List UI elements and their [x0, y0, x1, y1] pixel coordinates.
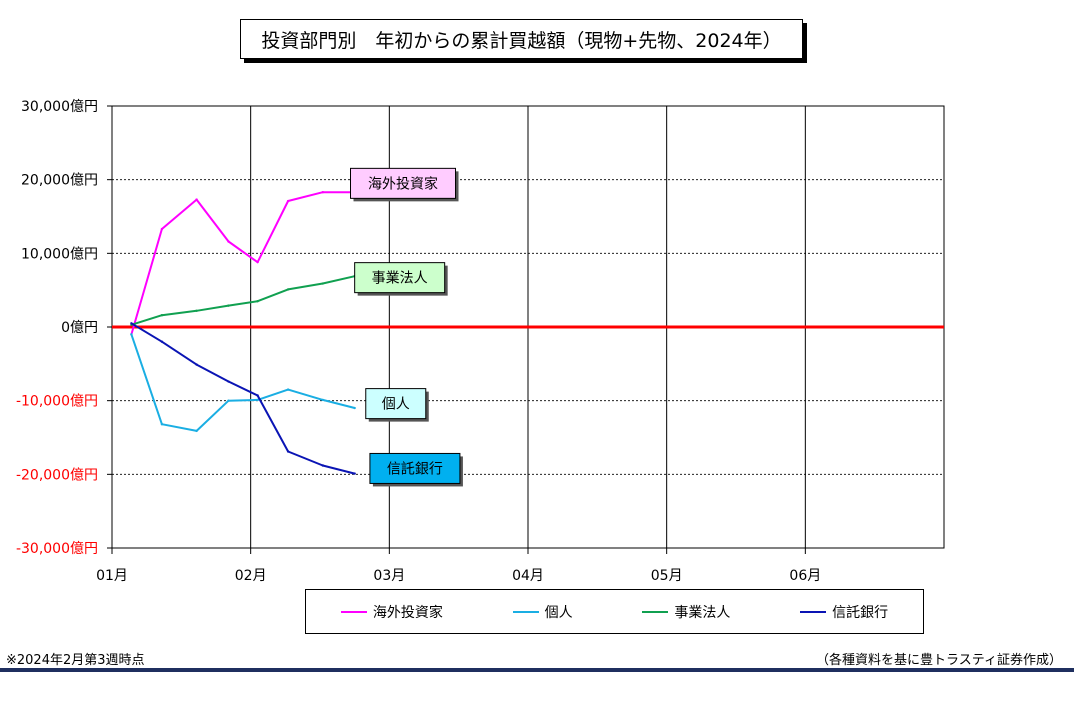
- axis-layer: 30,000億円 20,000億円 10,000億円 0億円 -10,000億円 -20,…: [16, 99, 821, 584]
- data-point: [227, 380, 230, 383]
- series-line-0: [130, 191, 355, 335]
- legend-item-2: 事業法人: [642, 602, 730, 622]
- data-point: [160, 314, 164, 317]
- callout-box: [350, 167, 457, 199]
- data-point: [227, 240, 230, 243]
- legend-label: 海外投資家: [372, 604, 443, 621]
- legend-swatch: [340, 610, 367, 613]
- series-layer: [130, 190, 356, 475]
- callout-label: 信託銀行: [387, 461, 443, 477]
- series-callout-2: 事業法人: [354, 262, 448, 296]
- data-point: [227, 399, 230, 402]
- legend-label: 事業法人: [674, 604, 731, 621]
- data-point: [256, 260, 259, 264]
- footnote: ※2024年2月第3週時点: [6, 653, 145, 668]
- data-point: [130, 333, 133, 336]
- legend-item-1: 個人: [512, 602, 573, 622]
- y-tick-label: -10,000億円: [16, 394, 98, 410]
- legend-swatch: [512, 610, 539, 613]
- legend-swatch: [800, 610, 827, 613]
- data-point: [353, 472, 356, 475]
- data-point: [353, 406, 356, 410]
- legend-label: 個人: [544, 604, 573, 621]
- data-point: [321, 464, 324, 467]
- data-point: [321, 398, 324, 402]
- chart-title: 投資部門別 年初からの累計買越額（現物+先物、2024年）: [240, 19, 803, 59]
- data-point: [195, 363, 198, 366]
- series-callout-0: 海外投資家: [350, 167, 459, 202]
- y-tick-label: -30,000億円: [16, 541, 98, 557]
- x-tick-label: 02月: [235, 568, 267, 584]
- x-tick-label: 01月: [96, 568, 128, 584]
- series-line-2: [131, 275, 355, 326]
- data-point: [227, 304, 230, 307]
- legend-label: 信託銀行: [832, 604, 889, 621]
- data-point: [195, 429, 198, 433]
- y-tick-label: 30,000億円: [21, 99, 98, 115]
- data-point: [321, 282, 324, 285]
- series-line-1: [130, 334, 355, 432]
- callout-label: 海外投資家: [368, 175, 438, 192]
- legend-item-3: 信託銀行: [800, 602, 888, 622]
- legend-swatch: [642, 610, 669, 613]
- x-tick-label: 03月: [373, 568, 405, 584]
- y-tick-label: -20,000億円: [16, 467, 98, 483]
- data-point: [256, 300, 259, 303]
- series-line-3: [130, 322, 355, 475]
- bottom-rule: [0, 668, 1074, 672]
- x-tick-label: 06月: [789, 568, 821, 584]
- callout-label: 事業法人: [372, 271, 428, 287]
- data-point: [286, 199, 290, 203]
- data-point: [286, 288, 290, 291]
- y-tick-label: 0億円: [61, 320, 98, 336]
- data-point: [160, 423, 164, 426]
- grid-layer: [111, 105, 945, 549]
- y-tick-label: 20,000億円: [21, 173, 98, 189]
- data-point: [195, 198, 198, 201]
- data-point: [286, 388, 290, 391]
- chart-title-wrap: 投資部門別 年初からの累計買越額（現物+先物、2024年）: [240, 19, 807, 63]
- data-point: [256, 398, 259, 402]
- x-tick-label: 04月: [512, 568, 544, 584]
- data-point: [160, 227, 164, 231]
- x-tick-label: 05月: [651, 568, 683, 584]
- data-point: [195, 309, 198, 312]
- series-callout-1: 個人: [365, 388, 429, 422]
- data-point: [160, 340, 164, 343]
- y-tick-label: 10,000億円: [21, 246, 98, 262]
- legend-item-0: 海外投資家: [340, 602, 443, 622]
- callout-box: [365, 388, 427, 420]
- source-note: （各種資料を基に豊トラスティ証券作成）: [816, 653, 1062, 668]
- data-point: [286, 450, 290, 453]
- callout-label: 個人: [382, 397, 410, 413]
- chart-legend: 海外投資家 個人 事業法人 信託銀行: [305, 589, 924, 634]
- data-point: [256, 394, 259, 397]
- data-point: [130, 322, 133, 325]
- callout-box: [369, 452, 461, 484]
- callout-box: [354, 262, 446, 294]
- data-point: [321, 190, 324, 194]
- series-callout-3: 信託銀行: [369, 452, 463, 487]
